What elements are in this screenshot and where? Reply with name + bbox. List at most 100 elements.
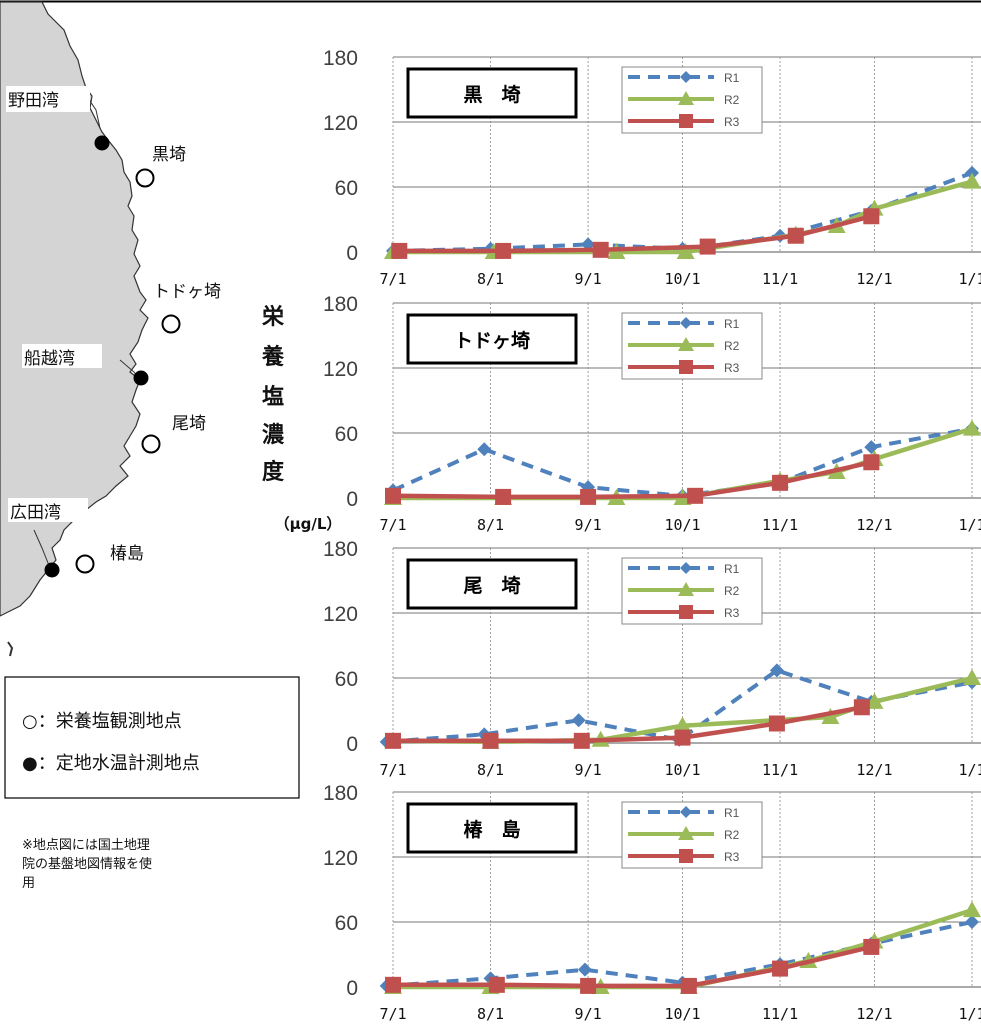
x-tick-label: 10/1 — [664, 270, 700, 288]
data-point — [864, 440, 879, 455]
x-tick-label: 9/1 — [575, 761, 602, 779]
legend-label: R1 — [724, 71, 740, 85]
legend-marker — [678, 337, 694, 351]
legend-label: R2 — [724, 339, 740, 353]
series-r3 — [385, 454, 880, 505]
small-mark — [7, 641, 14, 657]
legend-marker — [679, 849, 693, 863]
legend-marker — [680, 317, 692, 329]
y-tick-label: 120 — [323, 112, 358, 135]
x-tick-label: 12/1 — [856, 1005, 892, 1023]
funakoshi-label: 船越湾 — [24, 349, 75, 369]
data-point — [699, 238, 716, 255]
legend-label: R2 — [724, 93, 740, 107]
tsubaki-label: 椿島 — [110, 544, 144, 564]
legend-marker — [678, 826, 694, 840]
data-point — [963, 419, 981, 436]
x-tick-label: 11/1 — [762, 516, 798, 534]
data-point — [768, 715, 785, 732]
note-line-1: ※地点図には国土地理 — [22, 838, 150, 853]
data-point — [580, 488, 597, 505]
series-line — [399, 214, 872, 254]
y-tick-label: 0 — [346, 733, 358, 756]
data-point — [385, 487, 401, 504]
data-point — [865, 692, 884, 709]
series-line — [393, 944, 872, 989]
todoga-label: トドヶ埼 — [153, 282, 221, 302]
data-point — [673, 716, 692, 733]
noda-label-bg — [6, 86, 90, 112]
x-tick-label: 9/1 — [575, 1005, 602, 1023]
legend-label: R3 — [724, 850, 740, 864]
osaki-label: 尾埼 — [172, 414, 206, 434]
data-point — [573, 732, 590, 749]
legend-label: R3 — [724, 606, 740, 620]
x-tick-label: 12/1 — [856, 761, 892, 779]
data-point — [580, 977, 597, 994]
x-tick-label: 11/1 — [762, 761, 798, 779]
hirota-temp-point — [44, 562, 60, 578]
data-point — [495, 488, 512, 505]
funakoshi-temp-point — [133, 370, 149, 386]
data-point — [963, 901, 981, 918]
y-tick-label: 60 — [335, 423, 358, 446]
chart-title-box — [406, 67, 578, 119]
kurosaki-label: 黒埼 — [152, 145, 186, 165]
data-point — [965, 915, 979, 929]
series-line — [392, 171, 973, 253]
data-point — [385, 976, 401, 993]
data-point — [853, 699, 870, 716]
hirota-label: 広田湾 — [10, 503, 61, 523]
chart-title: 黒 埼 — [463, 83, 520, 106]
data-point — [571, 713, 586, 728]
chart-title-box — [406, 802, 578, 854]
data-point — [821, 708, 840, 724]
data-point — [477, 442, 492, 457]
chart-1: 0 60 120 180 7/1 8/1 9/1 10/1 11/1 12/1 1/1 黒 埼 R1 R2… — [323, 47, 981, 288]
data-point — [674, 729, 691, 746]
hirota-label-bg — [8, 498, 88, 522]
data-point — [391, 242, 408, 259]
x-tick-label: 7/1 — [379, 1005, 406, 1023]
data-point — [863, 938, 880, 955]
charts-area: 0 60 120 180 7/1 8/1 9/1 10/1 11/1 12/1 1/1 黒 埼 R1 R2… — [323, 47, 981, 1023]
x-tick-label: 8/1 — [477, 761, 504, 779]
x-tick-label: 1/1 — [958, 516, 981, 534]
legend-marker — [680, 806, 692, 818]
y-tick-label: 0 — [346, 977, 358, 1000]
legend-marker — [679, 114, 693, 128]
tsubaki-point — [75, 554, 95, 574]
legend-label: R1 — [724, 562, 740, 576]
chart-title-box — [406, 558, 578, 610]
kurosaki-point — [135, 168, 155, 188]
series-r1 — [379, 915, 979, 993]
funakoshi-label-bg — [22, 344, 102, 368]
x-tick-label: 9/1 — [575, 270, 602, 288]
ylabel-char-1: 栄 — [261, 305, 285, 330]
note-line-3: 用 — [22, 876, 35, 891]
data-point — [676, 243, 695, 259]
x-tick-label: 7/1 — [379, 761, 406, 779]
chart-2: 0 60 120 180 7/1 8/1 9/1 10/1 11/1 12/1 1/1 トドヶ埼 R1 R… — [323, 293, 981, 534]
legend-nutrient: ○：栄養塩観測地点 — [22, 711, 182, 732]
data-point — [680, 977, 697, 994]
legend-label: R1 — [724, 317, 740, 331]
data-point — [769, 663, 784, 678]
coast-map: 野田湾 黒埼 トドヶ埼 船越湾 尾埼 広田湾 椿島 — [0, 1, 221, 657]
noda-temp-point — [94, 135, 110, 151]
x-tick-label: 10/1 — [664, 1005, 700, 1023]
series-line — [393, 705, 863, 744]
osaki-point — [141, 434, 161, 454]
x-tick-label: 1/1 — [958, 1005, 981, 1023]
data-point — [488, 976, 505, 993]
legend-temp: ●：定地水温計測地点 — [22, 753, 200, 774]
x-tick-label: 11/1 — [762, 270, 798, 288]
y-tick-label: 0 — [346, 242, 358, 265]
legend-label: R3 — [724, 361, 740, 375]
y-tick-label: 120 — [323, 358, 358, 381]
ylabel-unit: （μg/L） — [275, 515, 342, 533]
data-point — [772, 960, 789, 977]
map-legend-box — [4, 676, 300, 799]
series-line — [392, 426, 973, 498]
series-r3 — [391, 208, 880, 259]
